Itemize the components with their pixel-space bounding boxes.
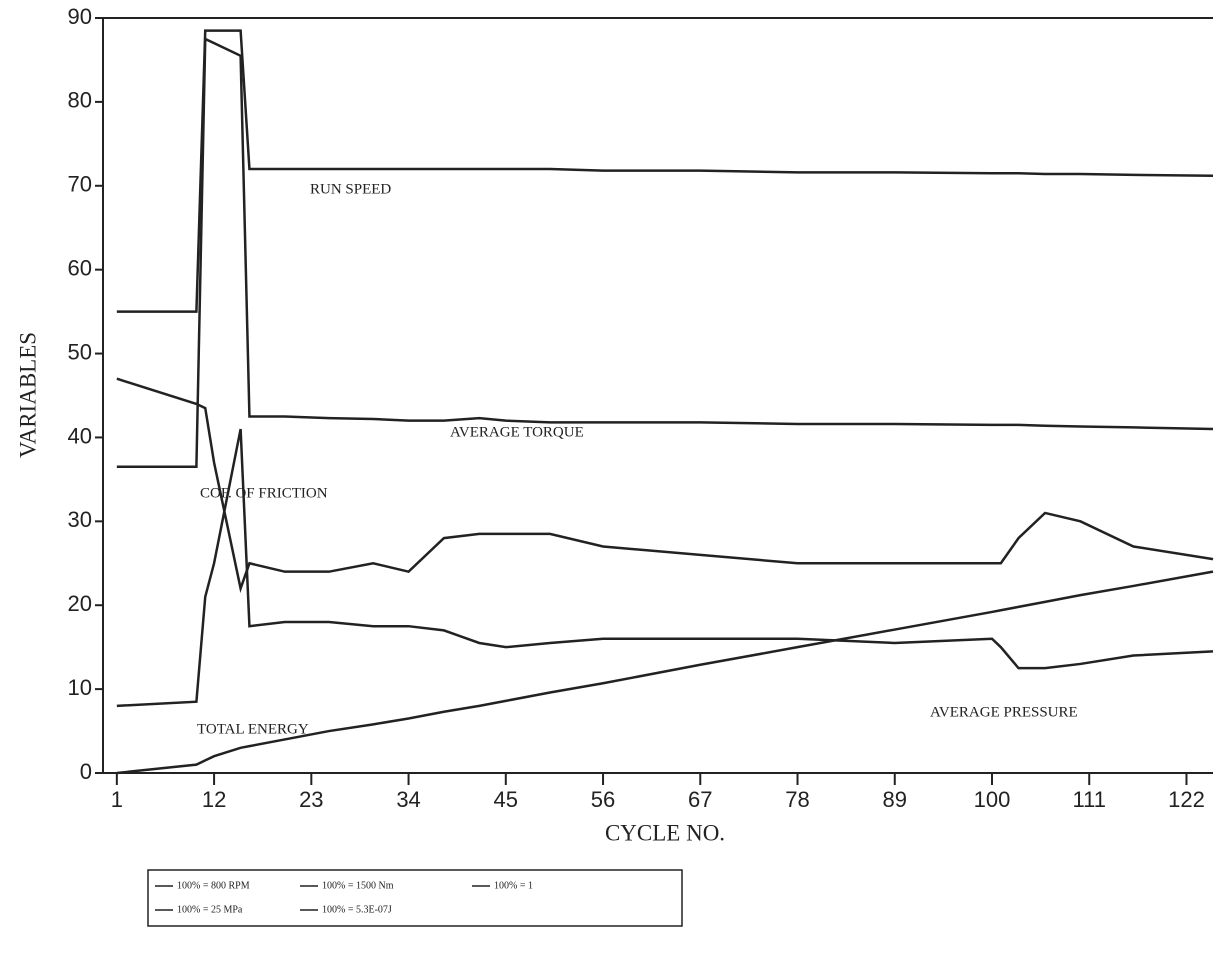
y-tick-label: 60 <box>68 255 92 280</box>
annotation: TOTAL ENERGY <box>197 721 309 737</box>
x-tick-label: 122 <box>1168 787 1205 812</box>
line-series <box>116 37 1214 469</box>
annotation: RUN SPEED <box>310 181 391 197</box>
y-tick-label: 10 <box>68 675 92 700</box>
line-series <box>116 570 1214 775</box>
x-tick-label: 34 <box>396 787 420 812</box>
legend-box <box>147 869 683 927</box>
annotation: AVERAGE TORQUE <box>450 424 584 440</box>
y-tick-label: 80 <box>68 88 92 113</box>
x-tick-label: 12 <box>202 787 226 812</box>
line-series <box>116 29 1214 313</box>
legend-label: 100% = 1500 Nm <box>322 880 394 891</box>
x-tick-label: 78 <box>785 787 809 812</box>
legend-label: 100% = 1 <box>494 880 533 891</box>
x-tick-label: 45 <box>494 787 518 812</box>
y-axis-title: VARIABLES <box>15 332 40 458</box>
x-tick-label: 56 <box>591 787 615 812</box>
x-tick-label: 89 <box>883 787 907 812</box>
y-tick-label: 50 <box>68 339 92 364</box>
y-tick-label: 20 <box>68 591 92 616</box>
x-tick-label: 111 <box>1073 787 1106 812</box>
y-tick-label: 90 <box>68 4 92 29</box>
legend-label: 100% = 5.3E-07J <box>322 904 392 915</box>
annotation: COF. OF FRICTION <box>200 485 328 501</box>
annotation: AVERAGE PRESSURE <box>930 704 1078 720</box>
legend-label: 100% = 800 RPM <box>177 880 250 891</box>
line-series <box>116 428 1214 708</box>
x-tick-label: 1 <box>111 787 123 812</box>
y-tick-label: 0 <box>80 759 92 784</box>
x-tick-label: 100 <box>974 787 1011 812</box>
legend-label: 100% = 25 MPa <box>177 904 243 915</box>
x-tick-label: 67 <box>688 787 712 812</box>
line-series <box>116 377 1214 594</box>
y-tick-label: 70 <box>68 172 92 197</box>
x-tick-label: 23 <box>299 787 323 812</box>
y-tick-label: 40 <box>68 423 92 448</box>
x-axis-title: CYCLE NO. <box>605 820 725 845</box>
y-tick-label: 30 <box>68 507 92 532</box>
